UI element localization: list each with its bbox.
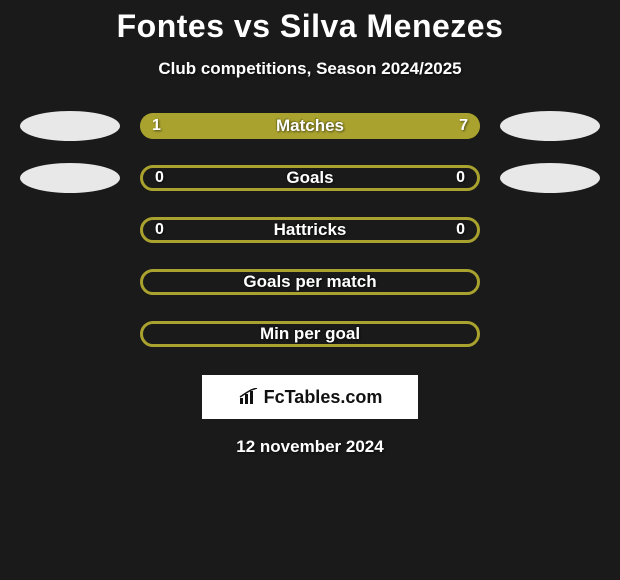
stats-card: Fontes vs Silva Menezes Club competition… <box>0 0 620 457</box>
stat-row-hattricks: 0 Hattricks 0 <box>0 215 620 245</box>
bar-fill-right <box>201 113 480 139</box>
stat-right-value: 7 <box>459 113 468 139</box>
subtitle: Club competitions, Season 2024/2025 <box>0 59 620 79</box>
player2-badge <box>500 163 600 193</box>
spacer <box>20 267 120 297</box>
stat-label: Goals <box>143 168 477 188</box>
stat-bar: 1 Matches 7 <box>140 113 480 139</box>
stat-row-goals: 0 Goals 0 <box>0 163 620 193</box>
stat-row-min-per-goal: Min per goal <box>0 319 620 349</box>
source-logo-text: FcTables.com <box>264 387 383 408</box>
stat-right-value: 0 <box>456 168 465 188</box>
stat-rows: 1 Matches 7 0 Goals 0 0 Hattricks 0 <box>0 111 620 349</box>
spacer <box>500 319 600 349</box>
stat-left-value: 1 <box>152 113 161 139</box>
stat-row-goals-per-match: Goals per match <box>0 267 620 297</box>
source-logo: FcTables.com <box>202 375 418 419</box>
player1-name: Fontes <box>117 8 225 44</box>
spacer <box>500 267 600 297</box>
player1-badge <box>20 163 120 193</box>
stat-bar: 0 Hattricks 0 <box>140 217 480 243</box>
spacer <box>20 215 120 245</box>
spacer <box>20 319 120 349</box>
comparison-title: Fontes vs Silva Menezes <box>0 8 620 45</box>
spacer <box>500 215 600 245</box>
player1-badge <box>20 111 120 141</box>
stat-bar: Min per goal <box>140 321 480 347</box>
stat-left-value: 0 <box>155 168 164 188</box>
bar-fill-left <box>140 113 201 139</box>
stat-bar: Goals per match <box>140 269 480 295</box>
date-label: 12 november 2024 <box>0 437 620 457</box>
stat-label: Goals per match <box>143 272 477 292</box>
stat-right-value: 0 <box>456 220 465 240</box>
vs-separator: vs <box>234 8 271 44</box>
stat-left-value: 0 <box>155 220 164 240</box>
stat-label: Hattricks <box>143 220 477 240</box>
barchart-icon <box>238 388 260 406</box>
stat-label: Min per goal <box>143 324 477 344</box>
player2-badge <box>500 111 600 141</box>
player2-name: Silva Menezes <box>280 8 504 44</box>
stat-bar: 0 Goals 0 <box>140 165 480 191</box>
stat-row-matches: 1 Matches 7 <box>0 111 620 141</box>
